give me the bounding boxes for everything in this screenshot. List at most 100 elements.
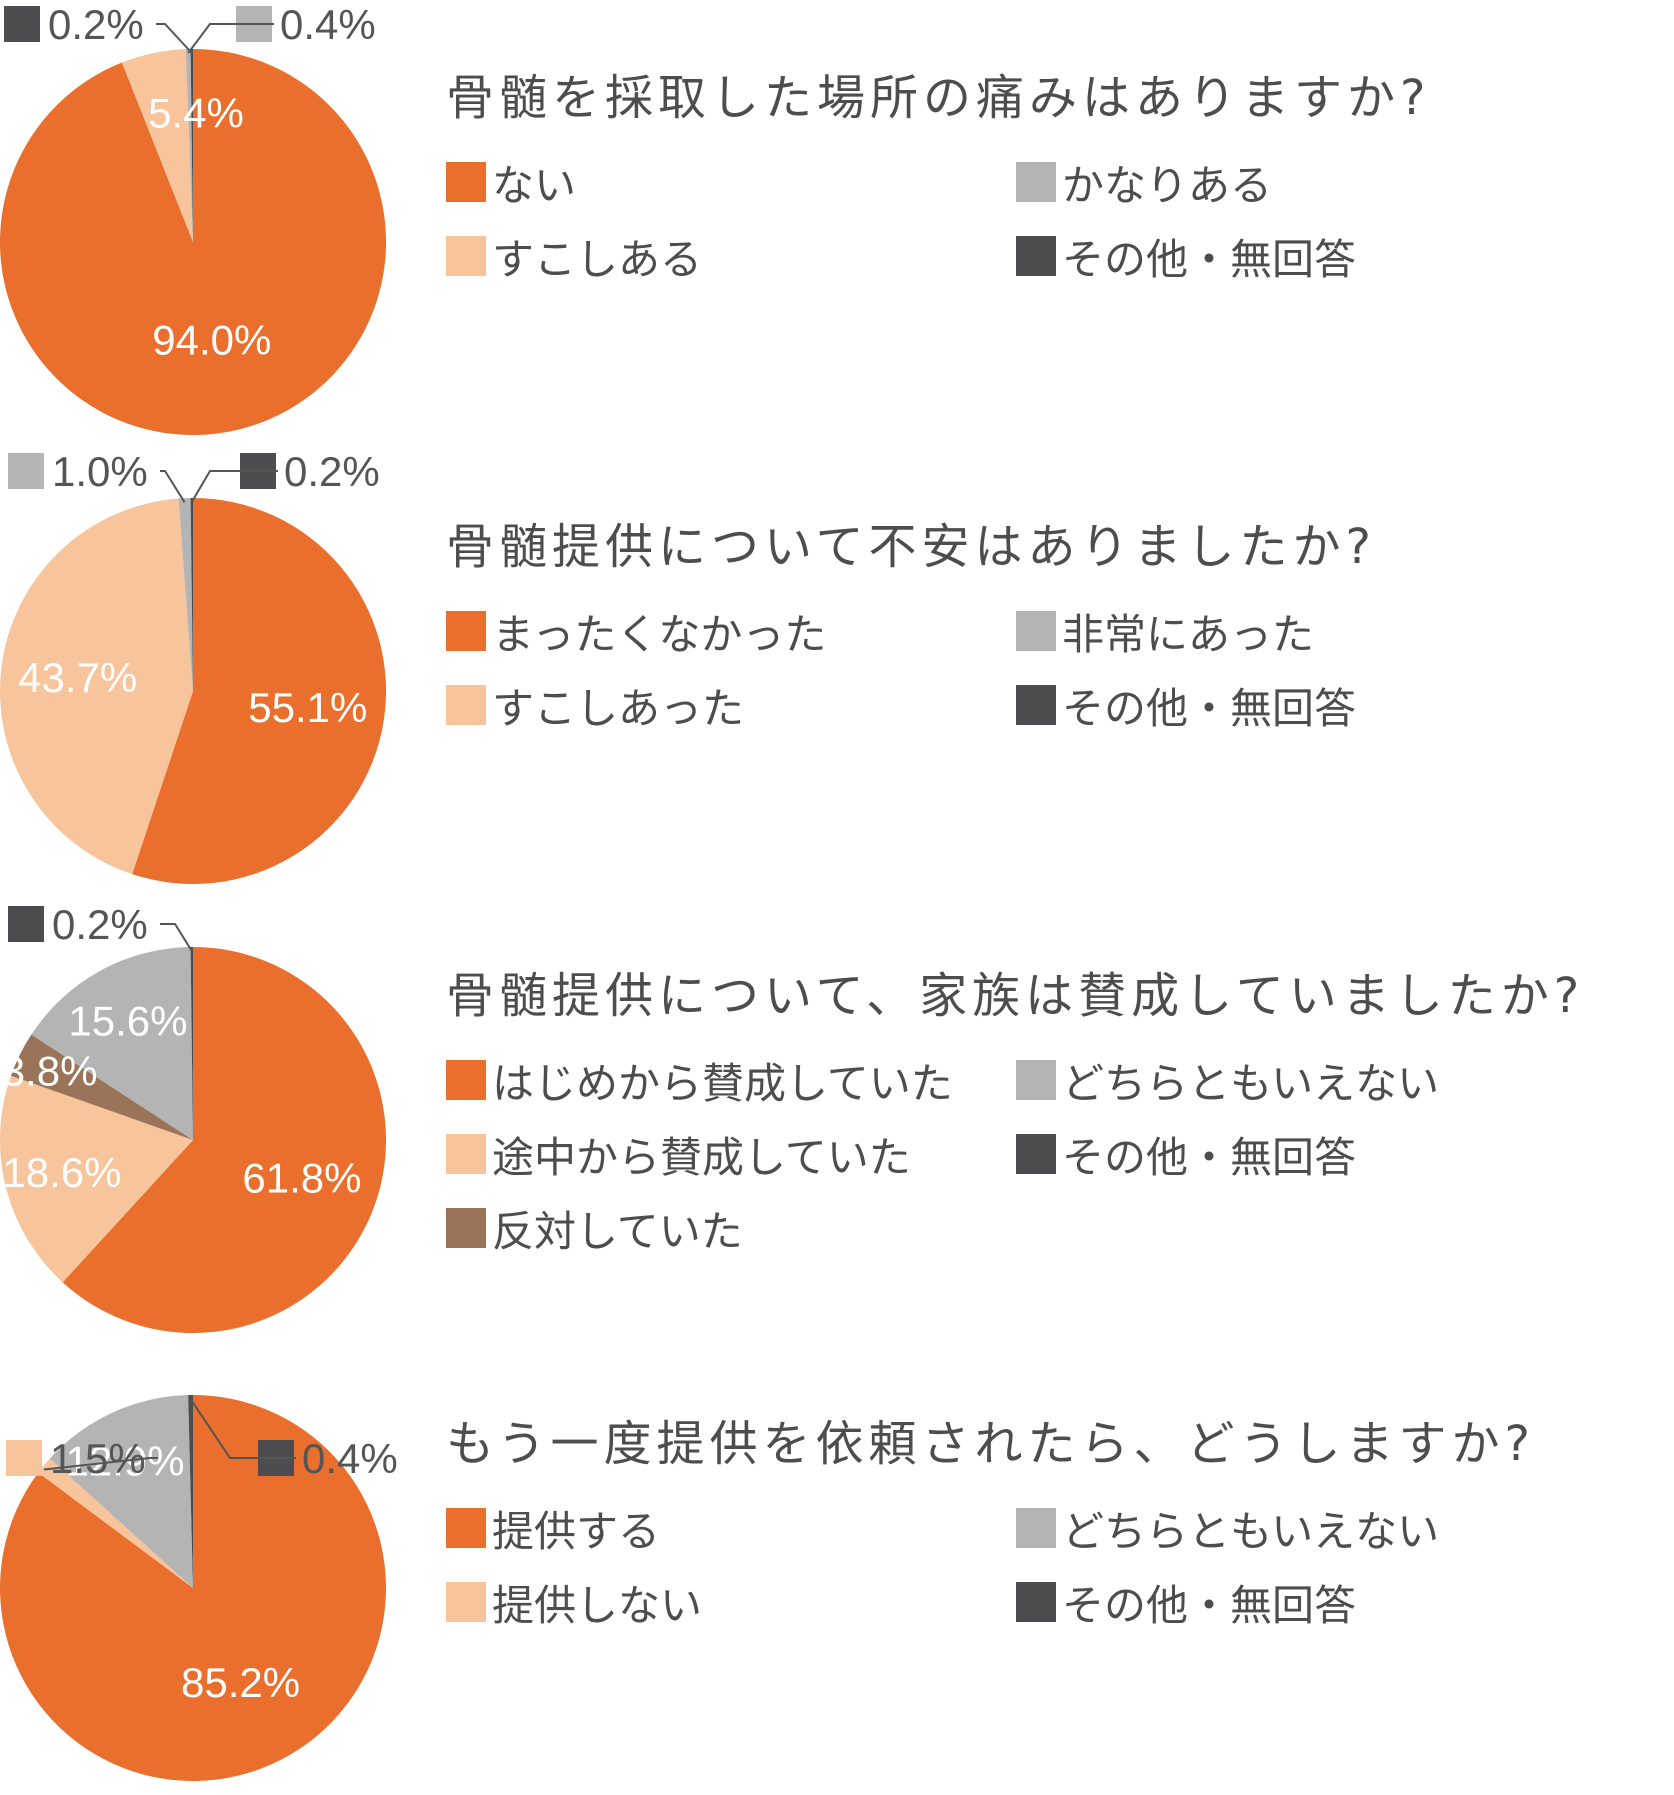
slice-value-label-1-2: 5.4% (148, 90, 244, 137)
pie-slice-4-4 (188, 1395, 193, 1588)
legend-swatch (1016, 685, 1056, 725)
pie-slice-4-3 (49, 1395, 193, 1588)
pie-chart-4: 85.2%12.9%1.5% 0.4% (0, 1395, 398, 1781)
callout-swatch-2-3 (8, 453, 44, 489)
slice-value-label-1-1: 94.0% (152, 317, 271, 364)
legend-swatch (1016, 611, 1056, 651)
legend-label: その他・無回答 (1062, 1132, 1357, 1182)
legend-swatch (446, 236, 486, 276)
legend-item-2-2: 非常にあった (1016, 609, 1314, 659)
legend-item-2-4: その他・無回答 (1016, 683, 1356, 733)
legend-swatch (1016, 1582, 1056, 1622)
callout-leader-1-3 (187, 23, 274, 54)
legend-item-1-4: その他・無回答 (1016, 234, 1356, 284)
slice-value-label-3-4: 15.6% (68, 998, 187, 1045)
pie-slice-3-2 (0, 1075, 193, 1283)
callout-label-2-3: 1.0% (52, 448, 148, 495)
legend-swatch (1016, 162, 1056, 202)
callout-label-2-4: 0.2% (284, 448, 380, 495)
pie-chart-2: 55.1% 43.7% 1.0% 0.2% (0, 448, 386, 884)
chart-block-3: 61.8% 18.6% 3.8% 15.6% 0.2% 骨髄提供について、家族は賛成して… (0, 898, 1674, 1347)
legend-item-1-2: かなりある (1016, 160, 1272, 210)
legend-swatch (1016, 1134, 1056, 1174)
callout-leader-2-3 (160, 470, 186, 503)
legend-label: すこしある (492, 234, 703, 284)
pie-slice-3-5 (190, 947, 193, 1140)
legend-swatch (446, 1582, 486, 1622)
callout-label-1-3: 0.4% (280, 1, 376, 48)
legend-label: すこしあった (492, 683, 745, 733)
pie-chart-1: 94.0% 5.4% 0.4% 0.2% (0, 1, 386, 435)
legend-item-2-3: すこしあった (446, 683, 744, 733)
legend-label: その他・無回答 (1062, 683, 1357, 733)
callout-label-1-4: 0.2% (48, 1, 144, 48)
legend-item-3-1: はじめから賛成していた (446, 1058, 953, 1108)
legend-swatch (446, 611, 486, 651)
legend-label: その他・無回答 (1062, 1580, 1357, 1630)
legend-label: 提供しない (492, 1580, 703, 1630)
legend-swatch (446, 1208, 486, 1248)
pie-slice-4-1 (0, 1395, 386, 1781)
pie-slice-1-4 (190, 49, 193, 242)
pie-slice-2-2 (0, 498, 193, 875)
legend-item-1-3: すこしある (446, 234, 702, 284)
pie-slice-3-1 (62, 947, 387, 1333)
legend-label: 非常にあった (1062, 609, 1315, 659)
callout-swatch-1-4 (4, 6, 40, 42)
legend-label: 途中から賛成していた (492, 1132, 911, 1182)
legend-item-3-4: その他・無回答 (1016, 1132, 1356, 1182)
legend-item-2-1: まったくなかった (446, 609, 826, 659)
legend-item-3-5: 反対していた (446, 1206, 743, 1256)
legend-label: かなりある (1062, 160, 1273, 210)
legend-swatch (446, 162, 486, 202)
legend-swatch (1016, 1508, 1056, 1548)
callout-leader-3-5 (160, 923, 193, 952)
slice-value-label-4-1: 85.2% (181, 1659, 300, 1706)
pie-slice-2-3 (178, 498, 193, 691)
legend-item-3-3: 途中から賛成していた (446, 1132, 911, 1182)
slice-value-label-2-1: 55.1% (248, 684, 367, 731)
legend-label: どちらともいえない (1062, 1058, 1440, 1108)
chart-title-3: 骨髄提供について、家族は賛成していましたか? (446, 968, 1585, 1024)
chart-block-2: 55.1% 43.7% 1.0% 0.2% 骨髄提供について不安はありましたか? まっ… (0, 448, 1674, 898)
legend-item-4-4: その他・無回答 (1016, 1580, 1356, 1630)
pie-slice-3-4 (31, 947, 194, 1140)
legend-swatch (446, 1060, 486, 1100)
pie-slice-1-1 (0, 49, 386, 435)
slice-value-label-3-2: 18.6% (2, 1149, 121, 1196)
callout-leader-4-4 (189, 1398, 296, 1459)
chart-title-4: もう一度提供を依頼されたら、どうしますか? (446, 1416, 1536, 1472)
slice-value-label-2-2: 43.7% (18, 654, 137, 701)
legend-swatch (1016, 1060, 1056, 1100)
legend-swatch (446, 1508, 486, 1548)
legend-item-1-1: ない (446, 160, 576, 210)
legend-swatch (1016, 236, 1056, 276)
slice-value-label-3-1: 61.8% (242, 1154, 361, 1201)
legend-label: その他・無回答 (1062, 234, 1357, 284)
pie-slice-4-2 (38, 1458, 193, 1588)
callout-leader-2-4 (190, 470, 278, 503)
pie-slice-3-3 (11, 1034, 194, 1140)
pie-slice-2-4 (190, 498, 193, 691)
legend-label: 反対していた (492, 1206, 743, 1256)
legend-label: まったくなかった (492, 609, 827, 659)
callout-leader-4-2 (43, 1457, 158, 1471)
legend-item-4-3: 提供しない (446, 1580, 702, 1630)
legend-item-3-2: どちらともいえない (1016, 1058, 1439, 1108)
legend-label: 提供する (492, 1506, 661, 1556)
pie-chart-3: 61.8% 18.6% 3.8%15.6% 0.2% (0, 901, 387, 1333)
legend-item-4-1: 提供する (446, 1506, 660, 1556)
legend-label: はじめから賛成していた (492, 1058, 953, 1108)
chart-title-1: 骨髄を採取した場所の痛みはありますか? (446, 70, 1431, 126)
legend-swatch (446, 685, 486, 725)
legend-label: どちらともいえない (1062, 1506, 1440, 1556)
chart-block-4: 85.2% 12.9% 1.5% 0.4% もう一度提供を依頼されたら、どうしますか?… (0, 1346, 1674, 1795)
slice-value-label-3-3: 3.8% (2, 1048, 98, 1095)
callout-swatch-4-2 (6, 1440, 42, 1476)
pie-slice-1-2 (121, 49, 193, 242)
callout-label-4-4: 0.4% (302, 1435, 398, 1482)
legend-label: ない (492, 160, 577, 210)
chart-title-2: 骨髄提供について不安はありましたか? (446, 519, 1377, 575)
callout-swatch-3-5 (8, 906, 44, 942)
legend-swatch (446, 1134, 486, 1174)
